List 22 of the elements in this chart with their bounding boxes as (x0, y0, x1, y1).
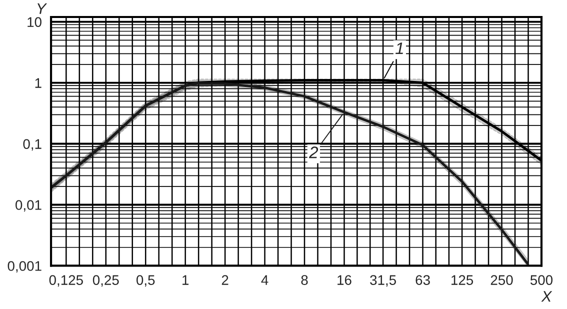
x-axis-title: X (541, 291, 552, 302)
x-tick-label: 125 (452, 275, 474, 285)
x-tick-label: 0,5 (136, 275, 155, 287)
x-tick-label: 4 (261, 275, 268, 285)
x-tick-label: 2 (222, 275, 228, 285)
x-tick-label: 0,125 (49, 275, 83, 287)
x-tick-label: 63 (416, 275, 430, 285)
series-label: 1 (396, 42, 403, 54)
y-axis-title: Y (38, 3, 48, 14)
y-tick-label: 0,1 (23, 139, 42, 151)
y-tick-label: 0,01 (16, 200, 42, 212)
y-tick-label: 10 (28, 17, 42, 27)
x-tick-label: 500 (530, 275, 553, 285)
x-tick-label: 31,5 (370, 275, 396, 287)
x-tick-label: 16 (338, 275, 352, 285)
x-tick-label: 0,25 (92, 275, 119, 287)
x-tick-label: 1 (182, 275, 189, 285)
y-tick-label: 1 (35, 78, 42, 88)
y-tick-label: 0,001 (8, 261, 42, 273)
x-tick-label: 250 (490, 275, 513, 285)
legend-label: 2 (308, 146, 318, 158)
x-tick-label: 8 (301, 275, 308, 285)
